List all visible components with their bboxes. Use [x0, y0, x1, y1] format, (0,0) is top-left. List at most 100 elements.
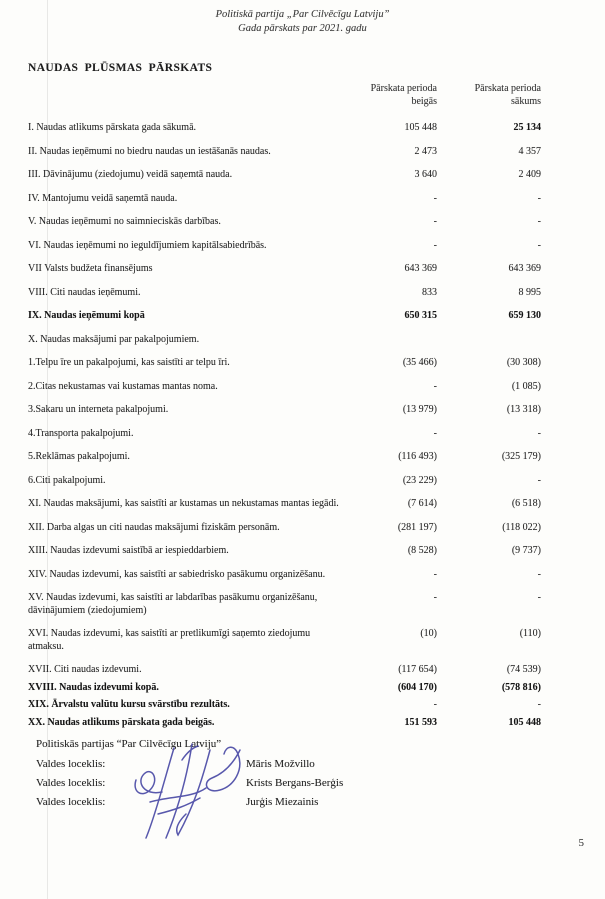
row-value-period-start: - [537, 192, 541, 204]
row-label-line1: I. Naudas atlikums pārskata gada sākumā. [28, 122, 197, 133]
table-row: IX. Naudas ieņēmumi kopā 650 315 659 130 [28, 310, 585, 323]
signer-rows: Valdes loceklis: Māris Možvillo Valdes l… [28, 755, 585, 812]
table-row: V. Naudas ieņēmumi no saimnieciskās darb… [28, 216, 585, 229]
table-row: I. Naudas atlikums pārskata gada sākumā.… [28, 122, 585, 135]
page-number: 5 [578, 837, 585, 849]
row-value-period-start: 105 448 [508, 716, 542, 728]
row-label-line1: XX. Naudas atlikums pārskata gada beigās… [28, 716, 215, 728]
row-label: VIII. Citi naudas ieņēmumi. [28, 287, 360, 300]
row-value-period-end: (10) [420, 628, 437, 639]
row-value-period-start: (74 539) [506, 664, 541, 675]
row-value-period-start: (118 022) [502, 521, 541, 533]
signer-row: Valdes loceklis: Jurģis Miezainis [36, 793, 585, 812]
column-header-period-end: Pārskata perioda beigās [370, 83, 437, 107]
doc-subtitle: Gada pārskats par 2021. gadu [238, 23, 367, 34]
row-label-line1: 2.Citas nekustamas vai kustamas mantas n… [28, 380, 218, 392]
row-value-period-end: 2 473 [414, 145, 438, 157]
row-value-period-end: - [433, 216, 437, 227]
row-label-line2: atmaksu. [28, 640, 64, 652]
row-value-period-start: - [537, 216, 541, 227]
row-value-period-end: - [433, 592, 437, 603]
row-value-period-start: - [537, 568, 541, 580]
row-value-period-end: 3 640 [414, 169, 438, 180]
table-row: XX. Naudas atlikums pārskata gada beigās… [28, 717, 585, 730]
row-value-period-start [437, 334, 541, 347]
row-value-period-start: 8 995 [518, 286, 542, 298]
row-label-line1: XII. Darba algas un citi naudas maksājum… [28, 521, 280, 533]
row-value-period-end: 833 [422, 286, 437, 298]
row-value-period-end: - [433, 239, 437, 251]
row-label: XI. Naudas maksājumi, kas saistīti ar ku… [28, 498, 360, 511]
row-value-period-start: 643 369 [508, 263, 542, 274]
row-label: XVI. Naudas izdevumi, kas saistīti ar pr… [28, 628, 360, 653]
signer-role: Valdes loceklis: [36, 777, 106, 789]
cashflow-table-body: I. Naudas atlikums pārskata gada sākumā.… [28, 122, 585, 729]
row-label: V. Naudas ieņēmumi no saimnieciskās darb… [28, 216, 360, 229]
row-label-line1: XVII. Citi naudas izdevumi. [28, 664, 142, 675]
table-row: XIII. Naudas izdevumi saistībā ar iespie… [28, 545, 585, 558]
org-line: Politiskās partijas “Par Cilvēcīgu Latvi… [36, 738, 222, 750]
table-row: 3.Sakaru un interneta pakalpojumi. (13 9… [28, 404, 585, 417]
row-label-line1: 5.Reklāmas pakalpojumi. [28, 451, 130, 462]
row-label-line2: dāvinājumiem (ziedojumiem) [28, 604, 147, 616]
row-value-period-start: 659 130 [508, 310, 542, 321]
row-label: XII. Darba algas un citi naudas maksājum… [28, 522, 360, 535]
row-label-line1: 6.Citi pakalpojumi. [28, 474, 106, 486]
table-row: VIII. Citi naudas ieņēmumi. 833 8 995 [28, 287, 585, 300]
column-header-period-start: Pārskata perioda sākums [474, 83, 541, 107]
row-value-period-end: - [433, 380, 437, 392]
row-label: 2.Citas nekustamas vai kustamas mantas n… [28, 381, 360, 394]
row-label-line1: XI. Naudas maksājumi, kas saistīti ar ku… [28, 498, 339, 509]
row-value-period-end: 643 369 [404, 263, 438, 274]
row-value-period-end: 650 315 [404, 310, 438, 321]
table-row: X. Naudas maksājumi par pakalpojumiem. [28, 334, 585, 347]
table-row: 1.Telpu īre un pakalpojumi, kas saistīti… [28, 357, 585, 370]
row-label-line1: X. Naudas maksājumi par pakalpojumiem. [28, 333, 200, 345]
row-label: 4.Transporta pakalpojumi. [28, 428, 360, 441]
row-value-period-end: - [433, 427, 437, 439]
row-label: XX. Naudas atlikums pārskata gada beigās… [28, 717, 360, 730]
doc-title: Politiskā partija „Par Cilvēcīgu Latviju… [215, 9, 390, 20]
section-title: NAUDAS PLŪSMAS PĀRSKATS [28, 62, 213, 74]
row-value-period-start: (1 085) [511, 380, 541, 392]
row-label-line1: VIII. Citi naudas ieņēmumi. [28, 286, 141, 298]
signer-name: Krists Bergans-Berģis [246, 777, 344, 789]
row-value-period-end: - [433, 699, 437, 710]
row-label: VII Valsts budžeta finansējums [28, 263, 360, 276]
row-value-period-start: - [537, 427, 541, 439]
row-value-period-start: (325 179) [501, 451, 541, 462]
column-header-row: Pārskata perioda beigās Pārskata perioda… [28, 82, 585, 108]
row-value-period-end: - [433, 568, 437, 580]
table-row: XIV. Naudas izdevumi, kas saistīti ar sa… [28, 569, 585, 582]
paper-fold-line [47, 0, 48, 899]
row-label: VI. Naudas ieņēmumi no ieguldījumiem kap… [28, 240, 360, 253]
table-row: XV. Naudas izdevumi, kas saistīti ar lab… [28, 592, 585, 617]
table-row: 4.Transporta pakalpojumi. - - [28, 428, 585, 441]
row-value-period-end: (7 614) [407, 498, 437, 509]
row-label-line1: 3.Sakaru un interneta pakalpojumi. [28, 404, 169, 415]
row-value-period-start: - [537, 592, 541, 603]
row-label-line1: IV. Mantojumu veidā saņemtā nauda. [28, 192, 178, 204]
row-label-line1: XIX. Ārvalstu valūtu kursu svārstību rez… [28, 699, 230, 710]
row-value-period-end: (35 466) [402, 357, 437, 368]
row-value-period-start: 2 409 [518, 169, 542, 180]
signer-role: Valdes loceklis: [36, 758, 106, 770]
row-label-line1: V. Naudas ieņēmumi no saimnieciskās darb… [28, 216, 221, 227]
row-label: I. Naudas atlikums pārskata gada sākumā. [28, 122, 360, 135]
row-label-line1: II. Naudas ieņēmumi no biedru naudas un … [28, 145, 271, 157]
table-row: XVIII. Naudas izdevumi kopā. (604 170) (… [28, 682, 585, 695]
report-content: NAUDAS PLŪSMAS PĀRSKATS Pārskata perioda… [28, 56, 585, 812]
row-label: 3.Sakaru un interneta pakalpojumi. [28, 404, 360, 417]
table-row: 6.Citi pakalpojumi. (23 229) - [28, 475, 585, 488]
table-row: XI. Naudas maksājumi, kas saistīti ar ku… [28, 498, 585, 511]
row-value-period-end: (8 528) [407, 545, 437, 556]
row-value-period-end: - [433, 192, 437, 204]
signer-name: Māris Možvillo [246, 758, 315, 770]
row-value-period-end: 151 593 [404, 716, 438, 728]
row-value-period-start: (578 816) [501, 681, 541, 693]
table-row: XVII. Citi naudas izdevumi. (117 654) (7… [28, 664, 585, 677]
row-label: 1.Telpu īre un pakalpojumi, kas saistīti… [28, 357, 360, 370]
row-label: 6.Citi pakalpojumi. [28, 475, 360, 488]
row-label: III. Dāvinājumu (ziedojumu) veidā saņemt… [28, 169, 360, 182]
row-label-line1: VI. Naudas ieņēmumi no ieguldījumiem kap… [28, 239, 267, 251]
